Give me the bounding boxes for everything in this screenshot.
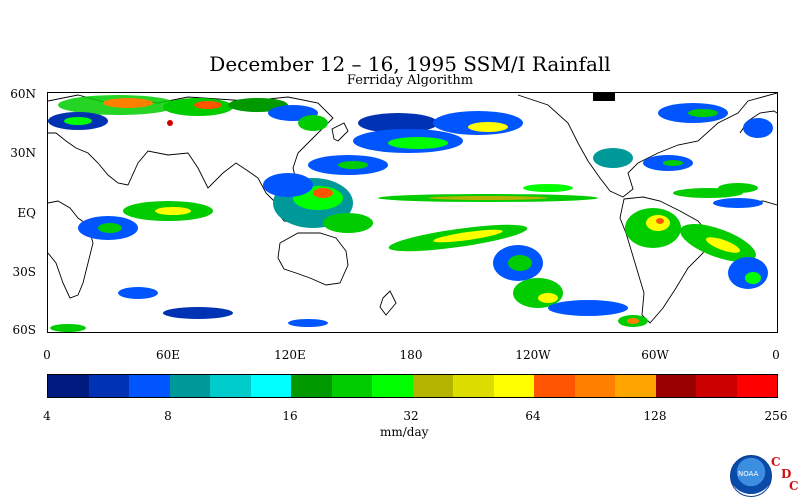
colorbar-tick-128: 128 xyxy=(643,409,667,423)
noaa-logo-icon xyxy=(730,455,772,497)
colorbar-swatch-9 xyxy=(412,375,453,397)
africa-coast xyxy=(48,200,94,299)
colorbar-tick-16: 16 xyxy=(282,409,298,423)
colorbar-tick-256: 256 xyxy=(764,409,788,423)
lon-label-0-left: 0 xyxy=(43,348,51,362)
colorbar-tick-4: 4 xyxy=(43,409,51,423)
eurasia-coast xyxy=(48,94,334,219)
colorbar-tick-64: 64 xyxy=(525,409,541,423)
lon-label-120e: 120E xyxy=(274,348,306,362)
lon-label-0-right: 0 xyxy=(772,348,780,362)
colorbar-swatch-10 xyxy=(453,375,494,397)
colorbar-swatch-17 xyxy=(736,375,777,397)
colorbar-swatch-3 xyxy=(169,375,210,397)
colorbar-swatch-15 xyxy=(655,375,696,397)
rainfall-map-svg xyxy=(48,93,777,332)
lat-label-30n: 30N xyxy=(10,146,36,160)
coastlines xyxy=(48,93,777,324)
lon-label-60e: 60E xyxy=(155,348,181,362)
japan-coast xyxy=(331,122,349,142)
colorbar-swatch-7 xyxy=(331,375,372,397)
lat-label-60n: 60N xyxy=(10,87,36,101)
colorbar-swatch-4 xyxy=(210,375,251,397)
lat-label-eq: EQ xyxy=(17,206,36,220)
lon-label-60w: 60W xyxy=(641,348,669,362)
colorbar-swatch-14 xyxy=(615,375,656,397)
australia-coast xyxy=(277,232,349,286)
cdc-letter-d: D xyxy=(781,467,792,481)
colorbar-swatch-1 xyxy=(88,375,129,397)
colorbar-swatch-0 xyxy=(48,375,89,397)
rainfall-patches xyxy=(48,93,773,332)
colorbar-swatch-8 xyxy=(372,375,413,397)
colorbar-swatch-12 xyxy=(534,375,575,397)
colorbar-tick-32: 32 xyxy=(403,409,419,423)
noaa-logo-text: NOAA xyxy=(738,470,759,478)
colorbar xyxy=(47,374,778,398)
colorbar-swatch-16 xyxy=(696,375,737,397)
lon-label-120w: 120W xyxy=(515,348,551,362)
colorbar-swatch-5 xyxy=(250,375,291,397)
colorbar-tick-8: 8 xyxy=(164,409,172,423)
rainfall-map xyxy=(47,92,778,333)
new-zealand-coast xyxy=(379,290,397,316)
north-america-coast xyxy=(517,93,777,198)
cdc-letter-c1: C xyxy=(771,455,781,469)
lon-label-180: 180 xyxy=(399,348,423,362)
colorbar-swatch-6 xyxy=(291,375,332,397)
map-title: December 12 – 16, 1995 SSM/I Rainfall xyxy=(209,52,611,76)
map-subtitle: Ferriday Algorithm xyxy=(346,73,474,88)
lat-label-60s: 60S xyxy=(12,323,37,337)
colorbar-unit: mm/day xyxy=(380,425,429,439)
cdc-letter-c2: C xyxy=(789,479,799,493)
colorbar-swatch-11 xyxy=(493,375,534,397)
colorbar-swatch-13 xyxy=(574,375,615,397)
south-america-coast xyxy=(619,196,709,324)
colorbar-swatch-2 xyxy=(129,375,170,397)
lat-label-30s: 30S xyxy=(12,265,37,279)
